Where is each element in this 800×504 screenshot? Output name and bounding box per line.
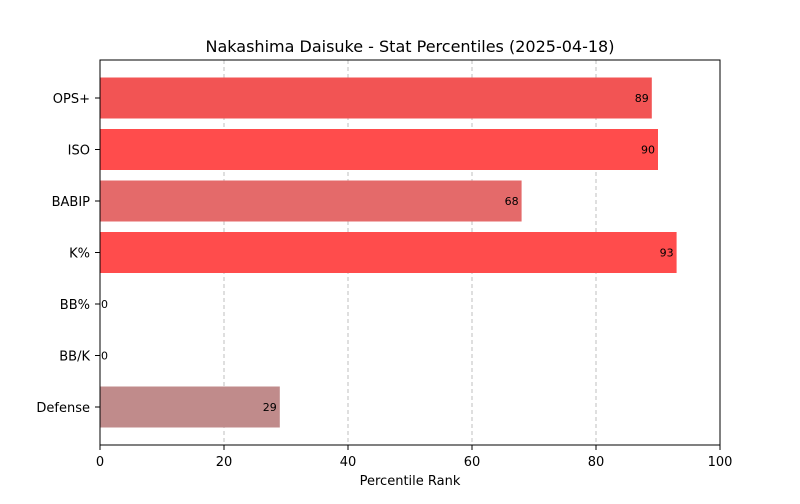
bar [100,77,652,119]
x-axis-label: Percentile Rank [360,474,461,489]
x-axis-ticks: 0 20 40 60 80 100 [96,445,733,470]
bar [100,232,677,273]
bars [100,77,677,428]
bar [100,386,280,428]
y-tick-label: BB/K [59,350,90,365]
y-tick-label: OPS+ [53,92,90,107]
y-tick-label: BB% [60,298,90,313]
x-tick-label: 80 [588,455,605,470]
x-tick-label: 100 [708,455,733,470]
x-tick-label: 40 [340,455,357,470]
data-labels: 89 90 68 93 0 0 29 [101,92,674,414]
x-tick-label: 60 [464,455,481,470]
data-label: 93 [660,247,674,260]
data-label: 68 [505,195,519,208]
y-tick-label: BABIP [52,195,91,210]
data-label: 90 [641,144,655,157]
y-axis-ticks: OPS+ ISO BABIP K% BB% BB/K Defense [36,92,100,416]
data-label: 89 [635,92,649,105]
y-tick-label: ISO [68,144,90,159]
y-tick-label: K% [69,247,90,262]
data-label: 0 [101,350,108,363]
data-label: 0 [101,298,108,311]
bar [100,129,658,170]
x-tick-label: 20 [216,455,233,470]
data-label: 29 [263,401,277,414]
bar [100,180,522,222]
x-tick-label: 0 [96,455,104,470]
y-tick-label: Defense [36,401,90,416]
chart-title: Nakashima Daisuke - Stat Percentiles (20… [206,37,615,56]
